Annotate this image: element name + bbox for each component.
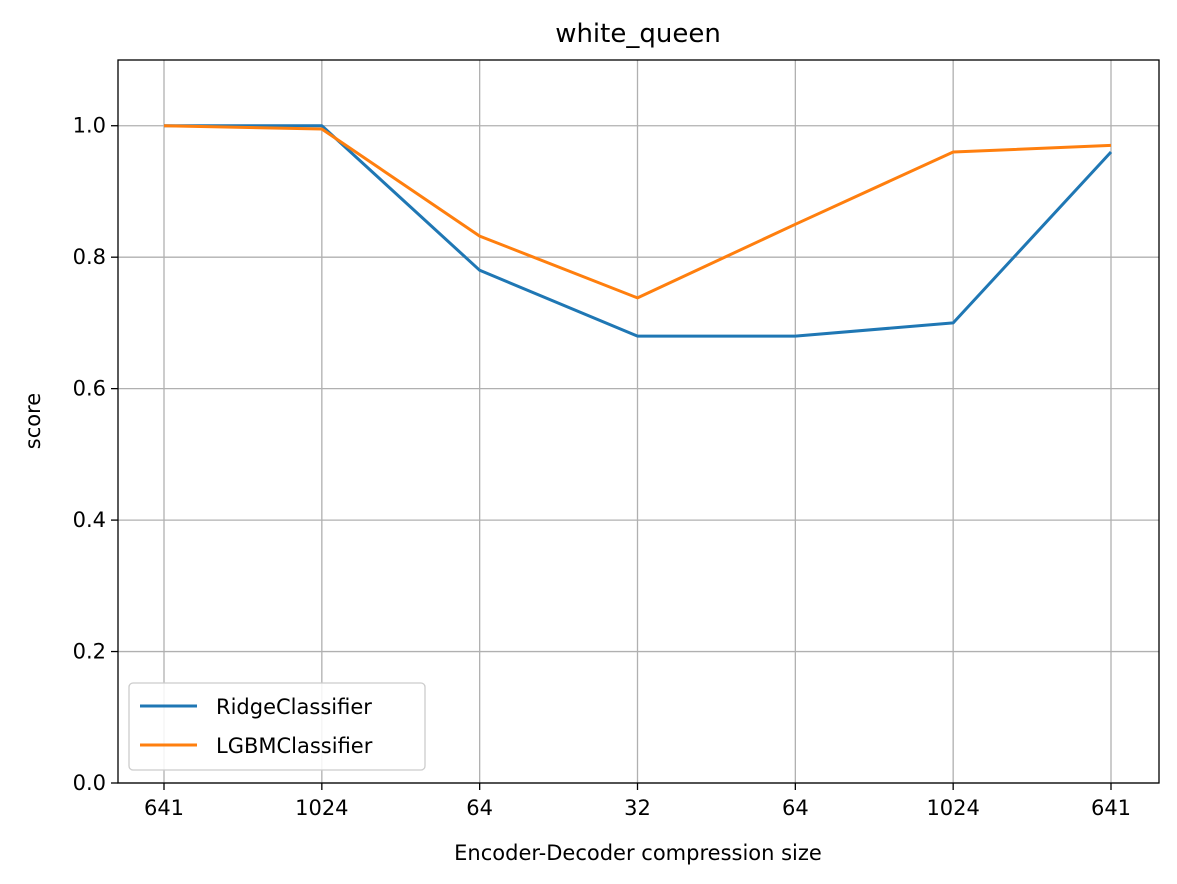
x-tick-label: 641 <box>144 796 184 820</box>
y-tick-label: 0.8 <box>73 245 106 269</box>
grid-lines <box>118 60 1159 784</box>
x-axis-label: Encoder-Decoder compression size <box>454 841 822 865</box>
legend: RidgeClassifier LGBMClassifier <box>128 682 426 771</box>
chart-title: white_queen <box>555 19 721 49</box>
x-tick-label: 32 <box>624 796 651 820</box>
x-tick-label: 64 <box>782 796 809 820</box>
series-line-lgbmclassifier <box>163 124 1112 300</box>
x-tick-label: 1024 <box>926 796 979 820</box>
y-tick-label: 1.0 <box>73 114 106 138</box>
series-lines <box>163 124 1113 338</box>
x-tick-label: 641 <box>1091 796 1131 820</box>
y-axis-ticks: 0.0 0.2 0.4 0.6 0.8 1.0 <box>73 114 118 795</box>
legend-box <box>128 682 426 771</box>
y-axis-label: score <box>21 393 45 449</box>
legend-label: RidgeClassifier <box>216 695 372 719</box>
y-tick-label: 0.6 <box>73 377 106 401</box>
x-axis-ticks: 641 1024 64 32 64 1024 641 <box>144 783 1131 820</box>
plot-frame <box>117 59 1160 784</box>
x-tick-label: 1024 <box>295 796 348 820</box>
y-tick-label: 0.0 <box>73 771 106 795</box>
y-tick-label: 0.4 <box>73 508 106 532</box>
x-tick-label: 64 <box>466 796 493 820</box>
y-tick-label: 0.2 <box>73 640 106 664</box>
series-line-ridgeclassifier <box>164 124 1113 338</box>
legend-label: LGBMClassifier <box>216 734 373 758</box>
